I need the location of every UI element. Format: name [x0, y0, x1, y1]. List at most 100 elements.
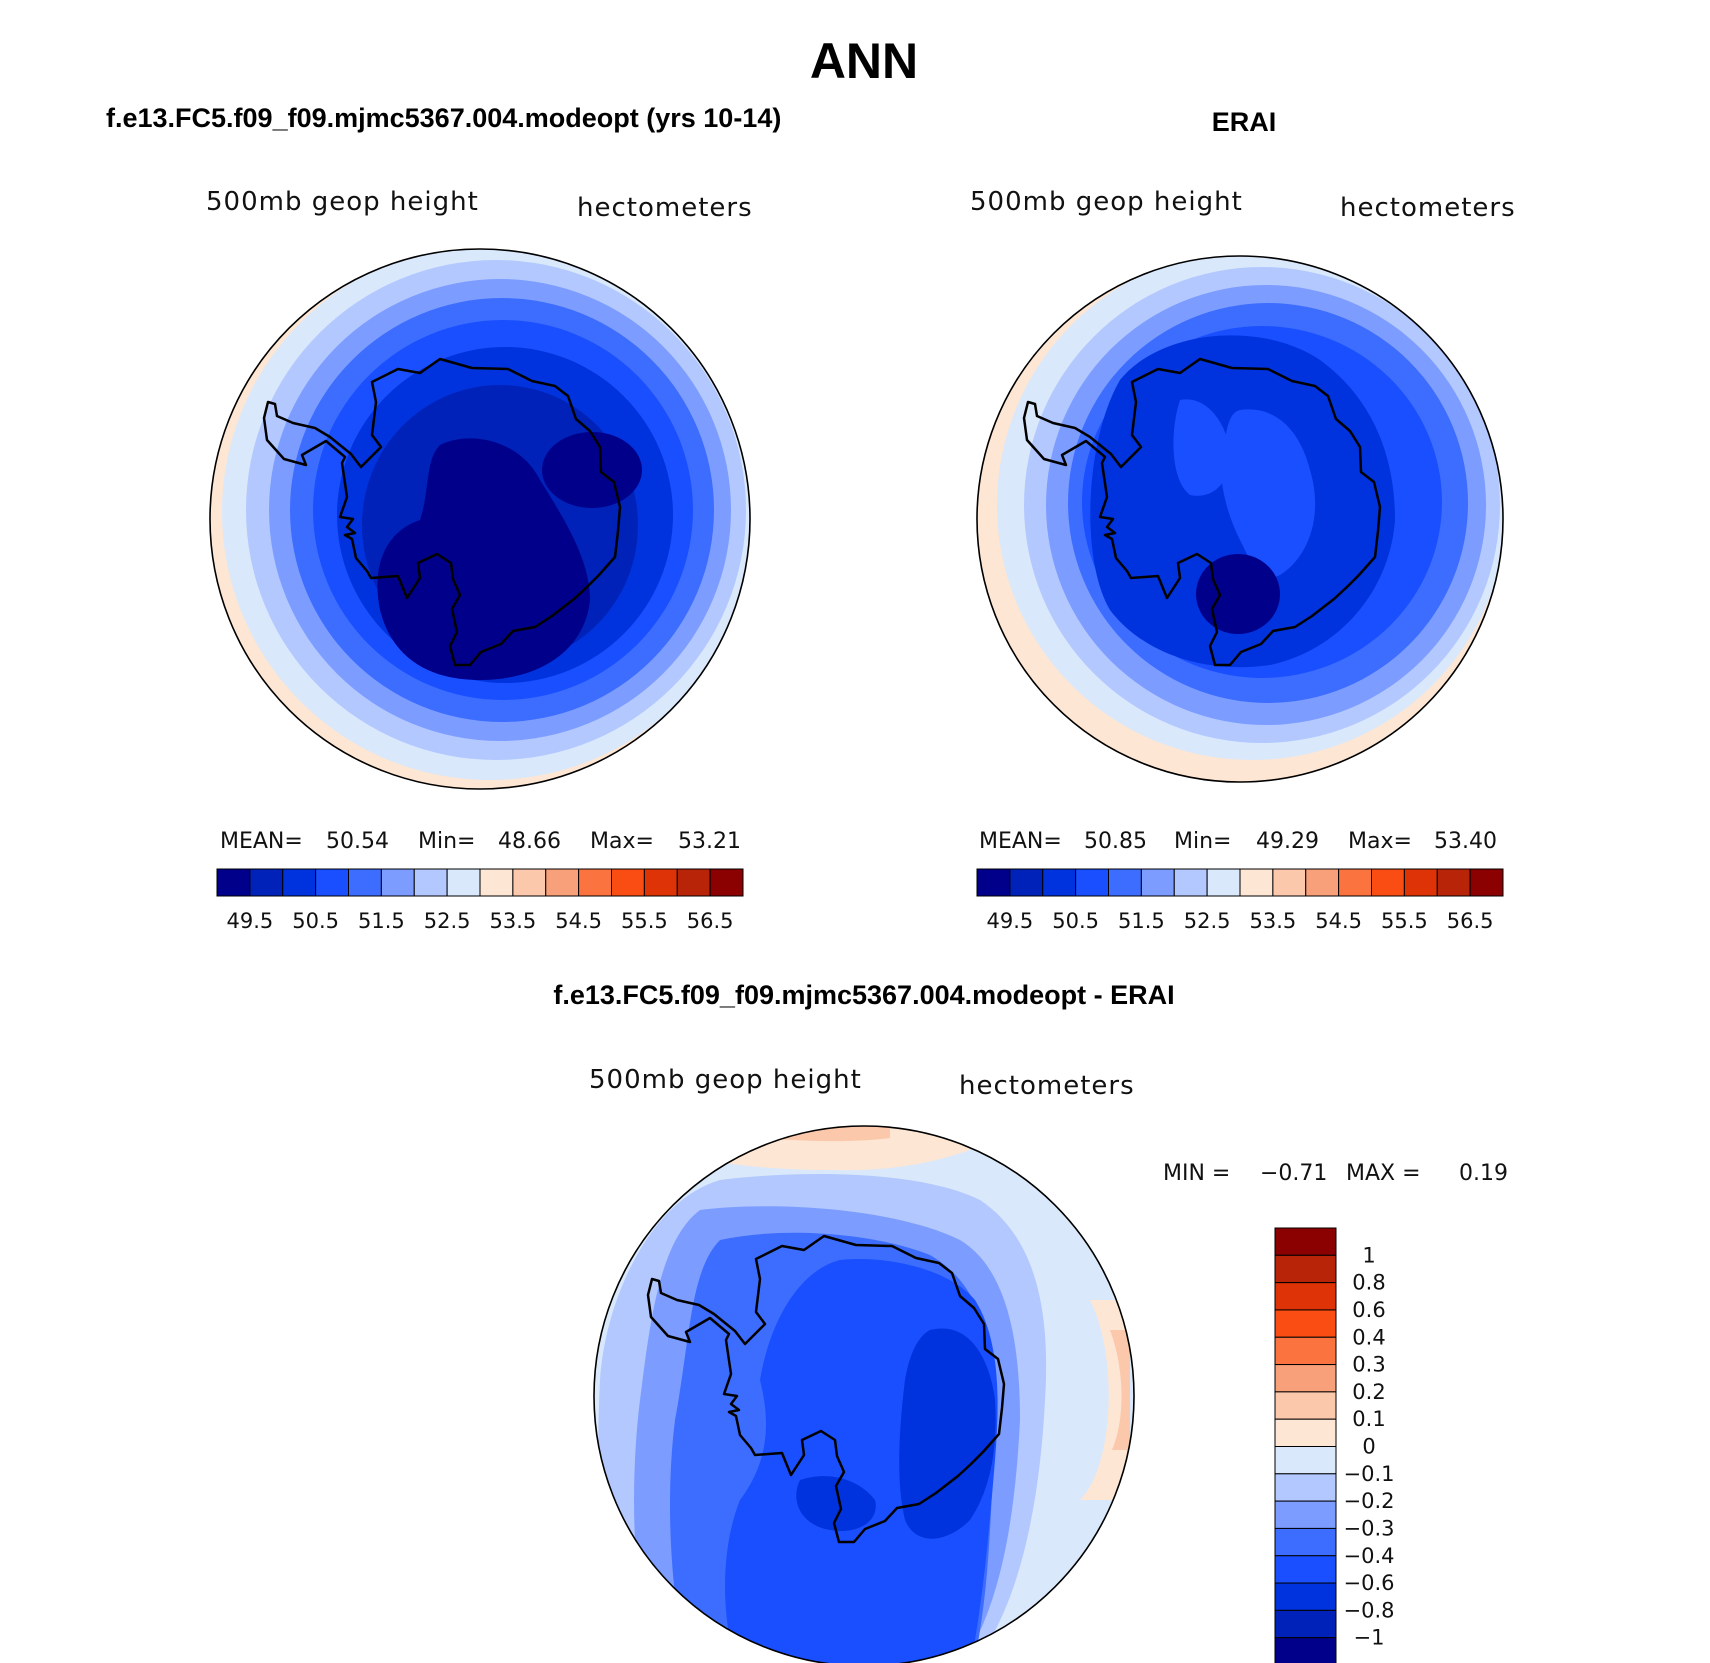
diff-colorbar-box	[1274, 1364, 1337, 1393]
diff-colorbar-label: 0.4	[1352, 1325, 1385, 1349]
stats-model: MEAN= 50.54 Min= 48.66 Max= 53.21	[220, 829, 741, 854]
erai-colorbar-box	[1403, 868, 1438, 897]
colorbar-diff: 1 0.8 0.6 0.4 0.3 0.2 0.1 0 −0.1 −0.2 −0.3 −0.4 −0.6…	[1274, 1227, 1395, 1663]
erai-colorbar-box	[1305, 868, 1340, 897]
diff-colorbar-box	[1274, 1336, 1337, 1366]
min-value-erai: 49.29	[1256, 829, 1319, 854]
max-value-diff: 0.19	[1459, 1161, 1508, 1186]
erai-colorbar-box	[1272, 868, 1307, 897]
mean-value-model: 50.54	[326, 829, 389, 854]
model-colorbar-box	[282, 868, 317, 897]
erai-colorbar-label: 51.5	[1118, 909, 1165, 933]
diff-colorbar-label: −0.1	[1344, 1462, 1395, 1486]
erai-colorbar-label: 50.5	[1052, 909, 1099, 933]
model-colorbar-box	[413, 868, 448, 897]
diff-colorbar-label: 0.3	[1352, 1353, 1385, 1377]
panel-erai-variable: 500mb geop height	[970, 187, 1243, 217]
polar-map-model	[210, 249, 750, 789]
diff-colorbar-label: −1	[1354, 1626, 1385, 1650]
min-label-erai: Min=	[1174, 829, 1231, 854]
polar-map-diff	[594, 1126, 1134, 1663]
panel-diff: f.e13.FC5.f09_f09.mjmc5367.004.modeopt -…	[553, 980, 1508, 1663]
erai-colorbar-box	[976, 868, 1011, 897]
panel-diff-title: f.e13.FC5.f09_f09.mjmc5367.004.modeopt -…	[553, 980, 1174, 1010]
diff-colorbar-box	[1274, 1391, 1337, 1420]
diff-colorbar-label: 0.2	[1352, 1380, 1385, 1404]
diff-colorbar-box	[1274, 1309, 1337, 1338]
model-colorbar-box	[348, 868, 382, 897]
model-colorbar-box	[315, 868, 349, 897]
diff-colorbar-box	[1274, 1473, 1337, 1502]
erai-colorbar-box	[1140, 868, 1175, 897]
panel-erai-units: hectometers	[1340, 193, 1516, 223]
model-colorbar-box	[249, 868, 284, 897]
diff-colorbar-label: −0.4	[1344, 1544, 1395, 1568]
diff-colorbar-box	[1274, 1418, 1337, 1447]
erai-colorbar-box	[1009, 868, 1044, 897]
diff-colorbar-label: −0.6	[1344, 1571, 1395, 1595]
model-colorbar-box	[446, 868, 481, 897]
mean-label-model: MEAN=	[220, 829, 303, 854]
max-label-erai: Max=	[1348, 829, 1412, 854]
diff-colorbar-box	[1274, 1555, 1337, 1584]
model-colorbar-box	[611, 868, 645, 897]
panel-model-title: f.e13.FC5.f09_f09.mjmc5367.004.modeopt (…	[106, 103, 781, 133]
colorbar-model: 49.5 50.5 51.5 52.5 53.5 54.5 55.5 56.5	[216, 868, 744, 933]
mean-label-erai: MEAN=	[979, 829, 1062, 854]
diff-colorbar-label: −0.3	[1344, 1516, 1395, 1540]
diff-colorbar-box	[1274, 1254, 1337, 1284]
mean-value-erai: 50.85	[1084, 829, 1147, 854]
stats-diff: MIN = −0.71 MAX = 0.19	[1163, 1161, 1508, 1186]
max-label-diff: MAX =	[1346, 1161, 1421, 1186]
panel-erai-title: ERAI	[1212, 107, 1277, 137]
erai-colorbar-label: 53.5	[1249, 909, 1296, 933]
erai-colorbar-box	[1042, 868, 1077, 897]
max-value-erai: 53.40	[1434, 829, 1497, 854]
min-value-model: 48.66	[498, 829, 561, 854]
model-colorbar-label: 53.5	[489, 909, 536, 933]
model-colorbar-label: 55.5	[621, 909, 668, 933]
diff-colorbar-label: 0.6	[1352, 1298, 1385, 1322]
model-colorbar-label: 50.5	[292, 909, 339, 933]
panel-model: f.e13.FC5.f09_f09.mjmc5367.004.modeopt (…	[106, 103, 781, 933]
panel-model-units: hectometers	[577, 193, 753, 223]
diff-colorbar-label: 0.8	[1352, 1271, 1385, 1295]
erai-colorbar-box	[1436, 868, 1471, 897]
model-colorbar-label: 54.5	[555, 909, 602, 933]
erai-colorbar-label: 49.5	[986, 909, 1033, 933]
stats-erai: MEAN= 50.85 Min= 49.29 Max= 53.40	[979, 829, 1497, 854]
diff-colorbar-box	[1274, 1227, 1337, 1256]
model-colorbar-box	[578, 868, 612, 897]
erai-colorbar-box	[1173, 868, 1208, 897]
panel-diff-variable: 500mb geop height	[589, 1065, 862, 1095]
diff-colorbar-box	[1274, 1637, 1337, 1663]
erai-colorbar-box	[1206, 868, 1241, 897]
polar-map-erai	[977, 256, 1503, 782]
diff-colorbar-box	[1274, 1527, 1337, 1557]
erai-colorbar-box	[1239, 868, 1274, 897]
model-colorbar-box	[709, 868, 744, 897]
panel-model-variable: 500mb geop height	[206, 187, 479, 217]
map-border-model	[209, 248, 751, 790]
colorbar-erai: 49.5 50.5 51.5 52.5 53.5 54.5 55.5 56.5	[976, 868, 1504, 933]
diff-colorbar-box	[1274, 1446, 1337, 1475]
model-colorbar-box	[380, 868, 415, 897]
diff-colorbar-box	[1274, 1582, 1337, 1611]
diff-colorbar-label: 0	[1362, 1435, 1375, 1459]
erai-colorbar-box	[1108, 868, 1142, 897]
model-colorbar-box	[545, 868, 580, 897]
erai-colorbar-box	[1075, 868, 1109, 897]
figure-title: ANN	[810, 33, 918, 89]
map-border-erai	[976, 255, 1504, 783]
model-colorbar-label: 52.5	[424, 909, 471, 933]
erai-colorbar-label: 52.5	[1184, 909, 1231, 933]
min-label-diff: MIN =	[1163, 1161, 1230, 1186]
erai-colorbar-box	[1469, 868, 1504, 897]
diff-colorbar-box	[1274, 1282, 1337, 1311]
erai-colorbar-label: 56.5	[1447, 909, 1494, 933]
model-colorbar-label: 49.5	[226, 909, 273, 933]
model-colorbar-box	[643, 868, 678, 897]
diff-colorbar-box	[1274, 1609, 1337, 1639]
erai-colorbar-label: 55.5	[1381, 909, 1428, 933]
